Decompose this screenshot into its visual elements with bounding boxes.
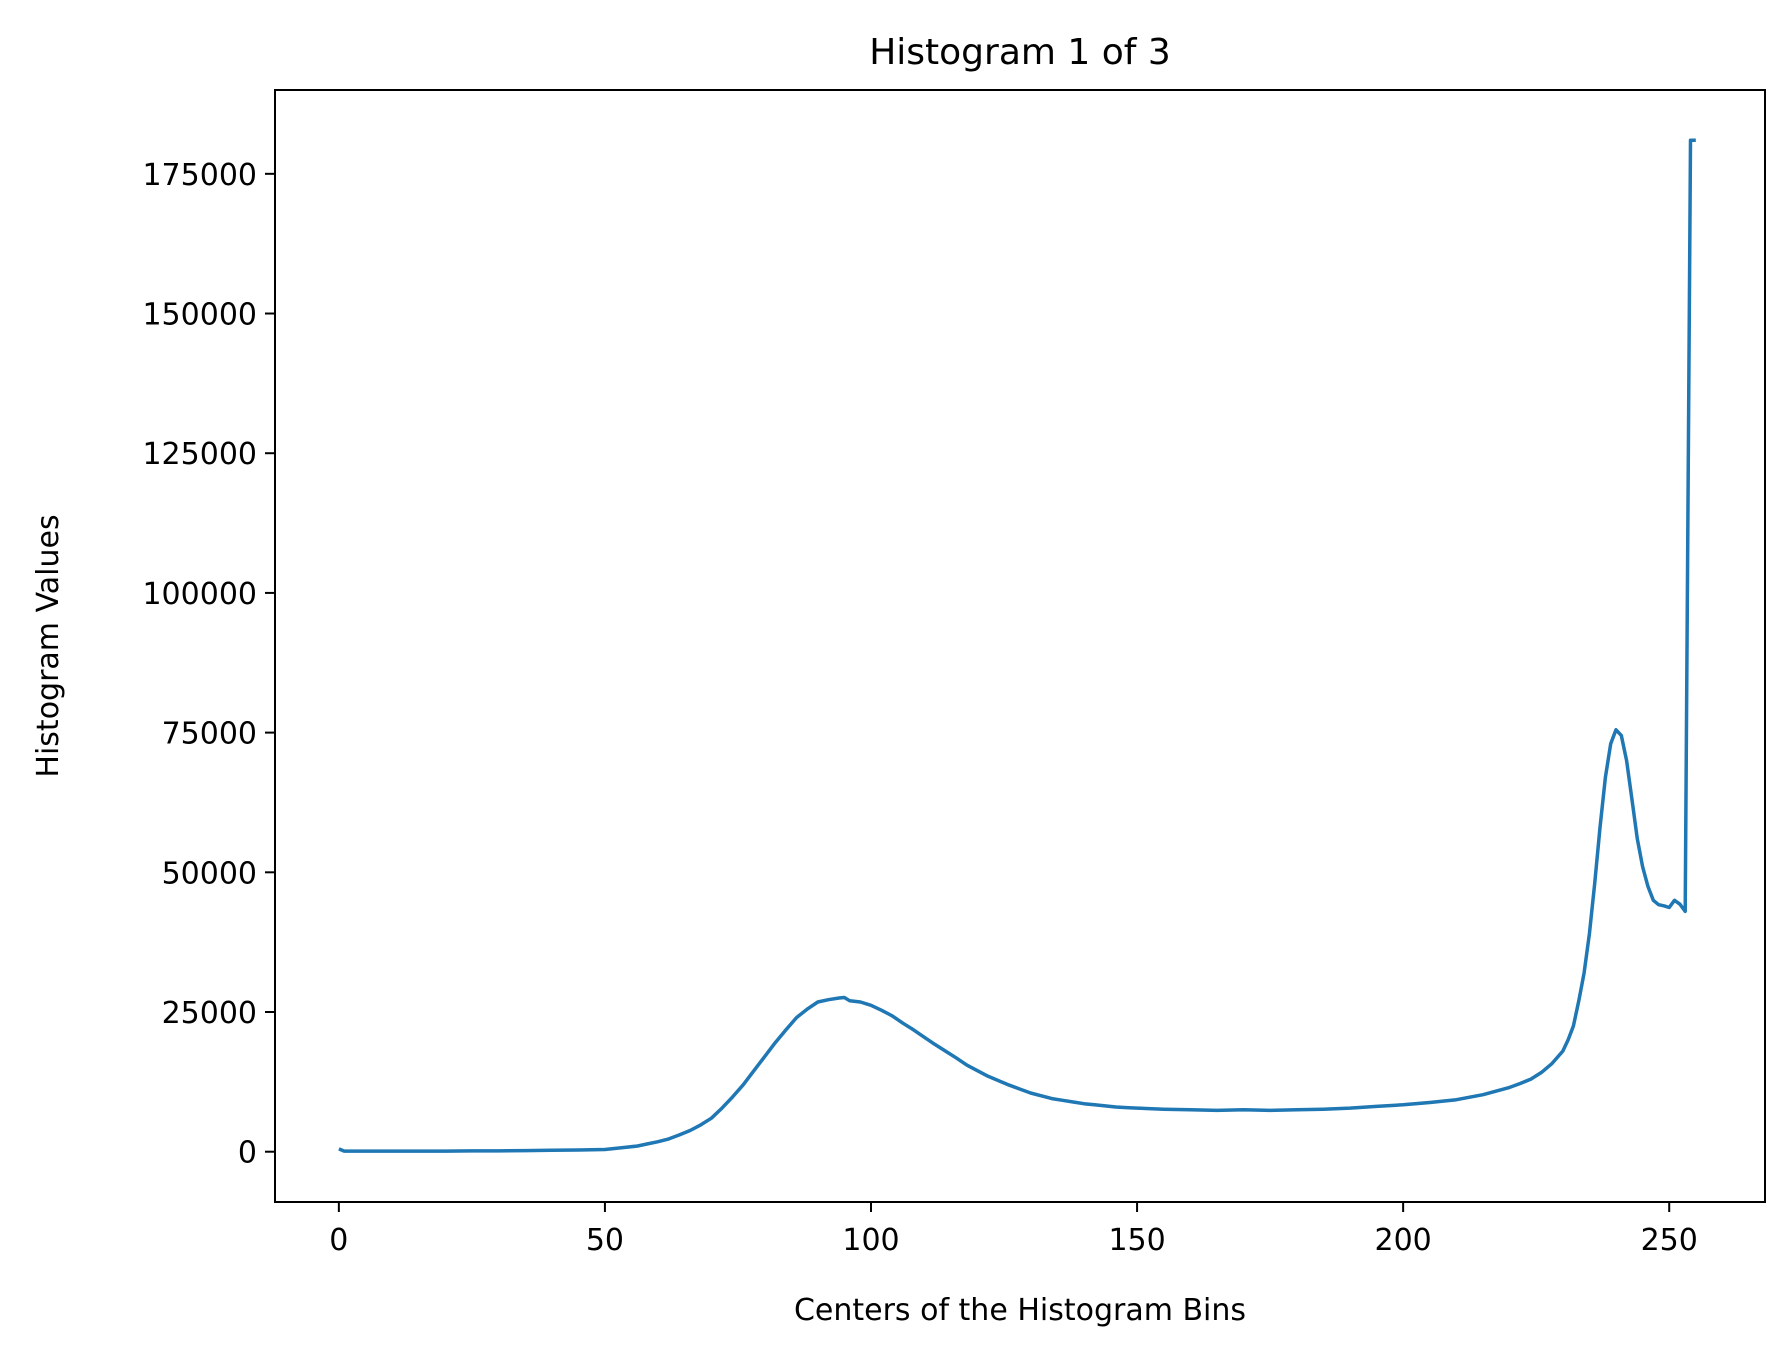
- x-tick-label: 250: [1641, 1223, 1698, 1258]
- y-tick-label: 175000: [142, 158, 257, 193]
- y-tick-label: 75000: [162, 717, 257, 752]
- y-axis-ticks: 0 25000 50000 75000 100000 125000 150000 175000: [142, 158, 275, 1171]
- histogram-line: [338, 138, 1696, 1153]
- x-tick-label: 200: [1375, 1223, 1432, 1258]
- y-tick-label: 0: [238, 1136, 257, 1171]
- y-tick-label: 125000: [142, 437, 257, 472]
- x-tick-label: 50: [586, 1223, 624, 1258]
- x-tick-label: 0: [329, 1223, 348, 1258]
- x-axis-ticks: 0 50 100 150 200 250: [329, 1202, 1698, 1258]
- y-axis-label: Histogram Values: [31, 514, 66, 777]
- y-tick-label: 50000: [162, 856, 257, 891]
- x-tick-label: 150: [1108, 1223, 1165, 1258]
- plot-area-frame: [274, 89, 1766, 1203]
- y-tick-label: 100000: [142, 577, 257, 612]
- chart-title: Histogram 1 of 3: [869, 32, 1171, 73]
- x-axis-label: Centers of the Histogram Bins: [794, 1293, 1246, 1328]
- y-tick-label: 150000: [142, 298, 257, 333]
- x-tick-label: 100: [842, 1223, 899, 1258]
- y-tick-label: 25000: [162, 996, 257, 1031]
